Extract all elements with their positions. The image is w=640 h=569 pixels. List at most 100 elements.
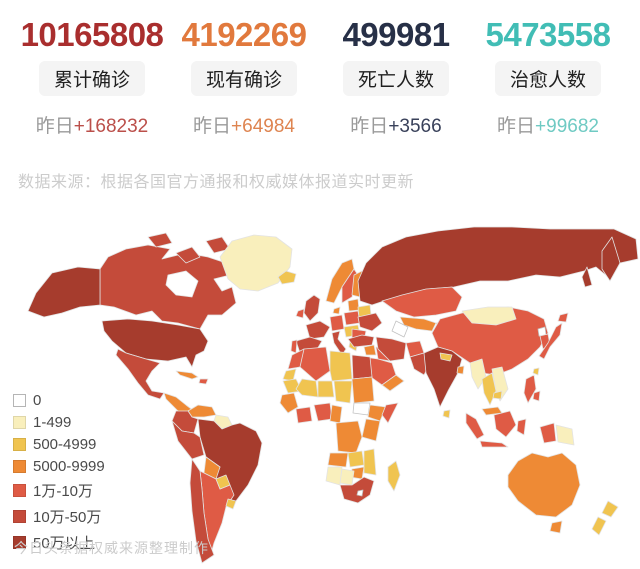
region-syria (363, 344, 377, 356)
legend-label: 500-4999 (33, 436, 97, 453)
region-algeria (299, 346, 331, 382)
region-libya (329, 350, 353, 382)
region-madagascar (387, 460, 401, 492)
region-uruguay (225, 498, 237, 510)
region-japan (538, 322, 563, 360)
existing-confirmed-value: 4192269 (181, 16, 307, 53)
region-ghana-ivory-coast (295, 406, 313, 424)
cured-label[interactable]: 治愈人数 (494, 60, 601, 96)
region-sudan (351, 376, 375, 404)
delta-prefix: 昨日 (497, 115, 536, 137)
region-indonesia-sumatra (465, 412, 485, 440)
stat-card-cumulative: 10165808 累计确诊 昨日+168232 (16, 16, 168, 138)
legend-item: 50万以上 (13, 532, 105, 553)
legend-swatch (13, 416, 26, 429)
region-germany (329, 314, 345, 332)
cured-delta: 昨日+99682 (497, 111, 599, 138)
region-cameroon (329, 404, 343, 424)
region-nepal (439, 352, 453, 362)
delta-prefix: 昨日 (35, 115, 74, 137)
region-senegal-guinea (279, 392, 299, 414)
region-papua-new-guinea (555, 424, 575, 446)
region-india (423, 346, 463, 408)
legend-swatch (13, 536, 26, 549)
region-sri-lanka (442, 409, 451, 419)
region-france (305, 320, 331, 340)
delta-prefix: 昨日 (350, 115, 389, 137)
region-new-zealand (591, 516, 607, 536)
region-taiwan (532, 367, 540, 376)
delta-value: +168232 (73, 115, 149, 137)
region-mozambique (363, 448, 377, 476)
region-paraguay (215, 474, 231, 490)
region-cambodia (492, 390, 503, 400)
legend-swatch (13, 510, 26, 523)
legend-label: 50万以上 (33, 535, 95, 552)
region-yemen-oman (381, 374, 405, 392)
region-nigeria (313, 402, 333, 422)
deaths-label[interactable]: 死亡人数 (342, 60, 449, 96)
region-norway (325, 258, 355, 304)
region-ireland (295, 308, 305, 319)
region-sakhalin (581, 266, 593, 288)
region-kamchatka (601, 236, 621, 282)
world-map (27, 226, 639, 564)
map-legend: 0 1-499 500-4999 5000-9999 1万-10万 10万-50… (13, 392, 105, 553)
region-niger (317, 380, 335, 398)
cumulative-confirmed-label[interactable]: 累计确诊 (38, 60, 145, 96)
legend-label: 1万-10万 (33, 483, 94, 500)
region-zambia (347, 450, 365, 468)
region-denmark (332, 306, 341, 315)
region-chad (333, 380, 353, 404)
legend-item: 1-499 (13, 414, 105, 431)
region-iran (375, 336, 407, 362)
region-philippines (523, 374, 537, 404)
cumulative-confirmed-delta: 昨日+168232 (36, 111, 149, 138)
existing-confirmed-delta: 昨日+64984 (193, 111, 295, 138)
legend-item: 5000-9999 (13, 458, 105, 475)
deaths-value: 499981 (342, 16, 450, 53)
deaths-delta: 昨日+3566 (350, 111, 441, 138)
hudson-bay (165, 270, 199, 298)
region-drc (335, 420, 363, 454)
legend-swatch (13, 460, 26, 473)
region-portugal (290, 339, 298, 354)
delta-prefix: 昨日 (193, 115, 232, 137)
legend-label: 0 (33, 392, 42, 409)
region-japan-hokkaido (557, 312, 569, 323)
legend-swatch (13, 394, 26, 407)
region-iceland (277, 270, 297, 285)
region-italy (331, 330, 347, 356)
region-namibia (325, 466, 343, 486)
region-somalia (381, 402, 399, 424)
region-turkmenistan (391, 320, 409, 338)
stats-row: 10165808 累计确诊 昨日+168232 4192269 现有确诊 昨日+… (0, 16, 640, 138)
region-tasmania (549, 520, 563, 534)
legend-item: 500-4999 (13, 436, 105, 453)
region-egypt (351, 354, 373, 380)
delta-value: +64984 (231, 115, 295, 137)
existing-confirmed-label[interactable]: 现有确诊 (190, 60, 297, 96)
cured-value: 5473558 (485, 16, 611, 53)
region-arctic-island (147, 232, 173, 248)
cumulative-confirmed-value: 10165808 (20, 16, 164, 53)
region-peru (171, 420, 205, 460)
region-kenya-tanzania (361, 418, 381, 442)
data-source-note: 数据来源：根据各国官方通报和权威媒体报道实时更新 (18, 174, 415, 191)
region-indonesia-borneo (493, 410, 517, 438)
credit-caption: 今日头条据权威来源整理制作 (14, 540, 209, 556)
region-poland (343, 310, 361, 326)
region-botswana (339, 468, 355, 486)
region-philippines (532, 390, 541, 402)
region-turkey (347, 334, 375, 348)
region-mexico (115, 348, 165, 400)
region-mongolia (461, 306, 517, 326)
region-baltics (347, 298, 360, 312)
region-indonesia-sulawesi (516, 418, 527, 436)
region-greenland (219, 234, 293, 292)
legend-item: 0 (13, 392, 105, 409)
delta-value: +99682 (535, 115, 599, 137)
region-ukraine (357, 312, 383, 332)
region-angola (327, 452, 349, 468)
stat-card-deaths: 499981 死亡人数 昨日+3566 (320, 16, 472, 138)
